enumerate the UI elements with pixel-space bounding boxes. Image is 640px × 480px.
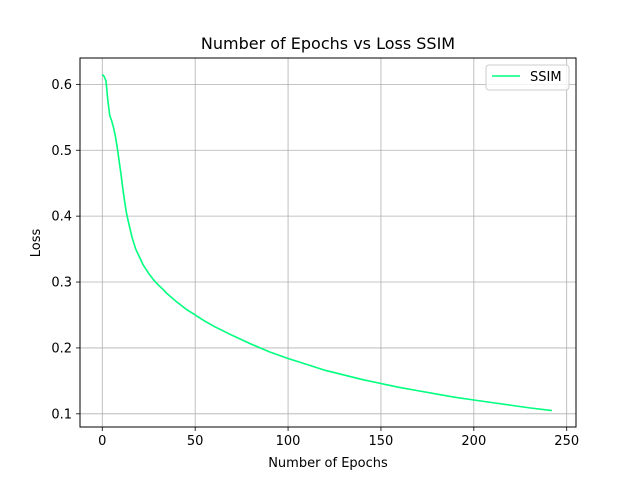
x-tick-label: 200	[461, 434, 486, 449]
y-tick-label: 0.5	[51, 144, 72, 159]
y-tick-label: 0.6	[51, 78, 72, 93]
y-tick-label: 0.3	[51, 276, 72, 291]
x-tick-label: 0	[98, 434, 106, 449]
x-tick-label: 250	[554, 434, 579, 449]
legend-box	[485, 64, 570, 91]
chart-title: Number of Epochs vs Loss SSIM	[201, 34, 455, 53]
x-tick-label: 50	[187, 434, 204, 449]
y-axis-label: Loss	[29, 229, 44, 258]
y-tick-label: 0.2	[51, 341, 72, 356]
x-axis-label: Number of Epochs	[268, 456, 388, 471]
plot-area-frame	[79, 57, 577, 428]
grid-lines	[80, 58, 576, 427]
axis-ticks: 0 50 100 150 200 250 0.1 0.2 0.3 0.4 0.5 0.6	[51, 78, 579, 449]
x-tick-label: 150	[369, 434, 394, 449]
legend: SSIM	[485, 64, 570, 91]
ssim-loss-line	[101, 73, 552, 412]
y-tick-label: 0.1	[51, 407, 72, 422]
x-tick-label: 100	[276, 434, 301, 449]
y-tick-label: 0.4	[51, 210, 72, 225]
legend-label-ssim: SSIM	[530, 70, 562, 85]
